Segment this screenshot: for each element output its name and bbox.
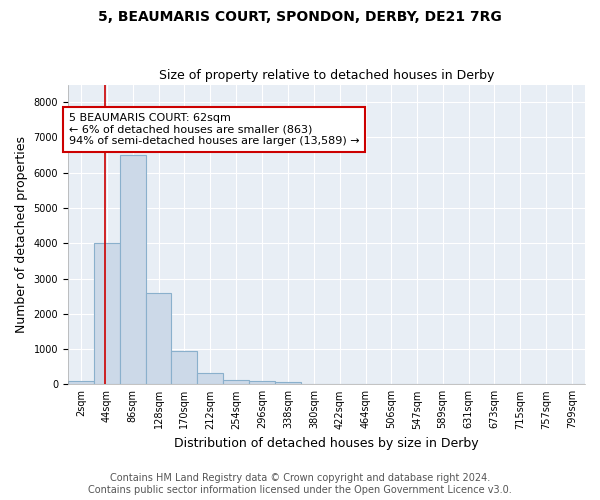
X-axis label: Distribution of detached houses by size in Derby: Distribution of detached houses by size … [174,437,479,450]
Title: Size of property relative to detached houses in Derby: Size of property relative to detached ho… [159,69,494,82]
Bar [223,380,249,384]
Bar [249,381,275,384]
Y-axis label: Number of detached properties: Number of detached properties [15,136,28,333]
Text: 5 BEAUMARIS COURT: 62sqm
← 6% of detached houses are smaller (863)
94% of semi-d: 5 BEAUMARIS COURT: 62sqm ← 6% of detache… [68,113,359,146]
Bar [94,243,119,384]
Text: Contains HM Land Registry data © Crown copyright and database right 2024.
Contai: Contains HM Land Registry data © Crown c… [88,474,512,495]
Bar [172,351,197,384]
Bar [119,155,146,384]
Bar [146,292,172,384]
Bar [197,373,223,384]
Bar [275,382,301,384]
Bar [68,381,94,384]
Text: 5, BEAUMARIS COURT, SPONDON, DERBY, DE21 7RG: 5, BEAUMARIS COURT, SPONDON, DERBY, DE21… [98,10,502,24]
